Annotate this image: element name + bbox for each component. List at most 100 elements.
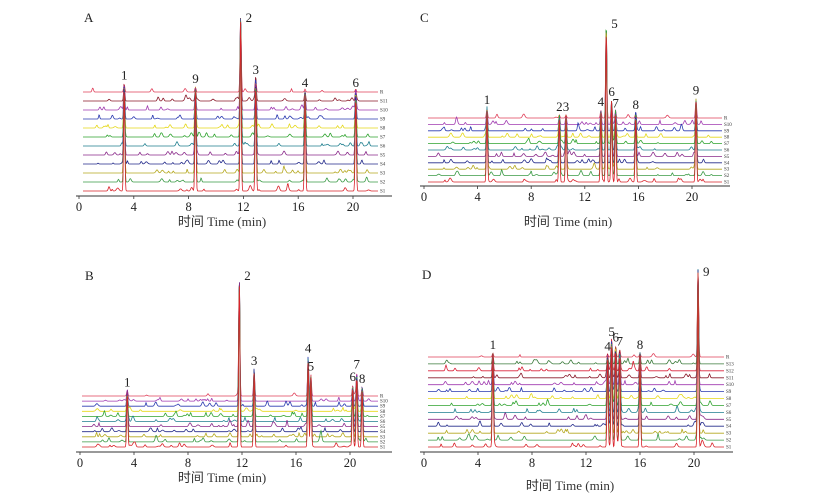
trace-s8: [428, 32, 722, 138]
trace-s3: [428, 272, 724, 435]
trace-s8: [428, 270, 724, 399]
trace-s11: [428, 270, 724, 379]
trace-s9: [82, 282, 378, 407]
x-tick-label: 20: [347, 200, 360, 214]
trace-label: R: [380, 395, 384, 400]
trace-label: S10: [726, 383, 734, 388]
trace-s7: [82, 283, 378, 417]
trace-label: S1: [724, 181, 730, 186]
peak-label: 2: [556, 99, 563, 114]
x-axis-label: 时间 Time (min): [178, 214, 266, 229]
trace-label: R: [724, 117, 728, 122]
x-tick-label: 0: [76, 200, 82, 214]
trace-label: S2: [724, 174, 730, 179]
x-tick-label: 8: [529, 456, 535, 470]
panel-title: B: [85, 268, 94, 283]
x-tick-label: 20: [686, 190, 699, 204]
trace-s1: [428, 36, 722, 183]
peak-label: 6: [612, 330, 619, 345]
trace-label: S5: [380, 425, 386, 430]
trace-s2: [428, 273, 724, 442]
peak-label: 3: [251, 353, 258, 368]
x-tick-label: 20: [688, 456, 701, 470]
trace-s12: [428, 270, 724, 372]
peak-label: 3: [563, 99, 570, 114]
x-tick-label: 16: [292, 200, 305, 214]
peak-label: 9: [693, 82, 700, 97]
trace-s10: [428, 271, 724, 386]
trace-s1: [82, 286, 378, 448]
x-tick-label: 20: [344, 456, 357, 470]
trace-s4: [83, 22, 378, 165]
trace-label: S11: [726, 376, 734, 381]
trace-label: S9: [726, 390, 732, 395]
trace-s3: [428, 32, 722, 170]
trace-label: S4: [724, 161, 730, 166]
peak-label: 6: [349, 369, 356, 384]
trace-label: S11: [380, 100, 388, 105]
peak-label: 7: [354, 357, 361, 372]
trace-s4: [82, 286, 378, 433]
trace-s13: [428, 270, 724, 365]
trace-s5: [82, 282, 378, 428]
trace-label: S10: [380, 400, 388, 405]
peak-label: 4: [302, 75, 309, 90]
x-tick-label: 12: [580, 456, 593, 470]
peak-label: 3: [252, 62, 259, 77]
peak-label: 1: [124, 374, 131, 389]
trace-label: S6: [380, 420, 386, 425]
trace-s8: [83, 21, 378, 129]
trace-label: S9: [380, 118, 386, 123]
trace-r: [428, 30, 722, 119]
peak-label: 6: [352, 75, 359, 90]
trace-label: S4: [380, 430, 386, 435]
peak-label: 2: [244, 268, 251, 283]
trace-label: S8: [380, 127, 386, 132]
x-tick-label: 4: [131, 200, 138, 214]
peak-label: 1: [484, 92, 491, 107]
trace-label: S7: [380, 136, 386, 141]
peak-label: 6: [608, 84, 615, 99]
trace-label: S1: [726, 446, 732, 451]
trace-label: S4: [380, 163, 386, 168]
trace-label: S2: [380, 181, 386, 186]
trace-s8: [82, 283, 378, 412]
trace-label: S5: [726, 418, 732, 423]
x-tick-label: 12: [237, 200, 250, 214]
trace-s1: [428, 272, 724, 448]
x-tick-label: 8: [528, 190, 534, 204]
trace-s2: [428, 36, 722, 177]
trace-s4: [428, 35, 722, 164]
trace-label: S2: [726, 439, 732, 444]
trace-label: S12: [726, 369, 734, 374]
trace-label: S1: [380, 190, 386, 195]
trace-s6: [83, 18, 378, 147]
panel-title: A: [84, 10, 94, 25]
trace-s9: [428, 270, 724, 393]
trace-s3: [82, 287, 378, 438]
x-tick-label: 4: [131, 456, 138, 470]
x-tick-label: 4: [475, 456, 482, 470]
trace-label: S6: [726, 411, 732, 416]
trace-label: S3: [380, 172, 386, 177]
trace-label: S10: [380, 109, 388, 114]
trace-s11: [83, 17, 378, 102]
peak-label: 1: [490, 337, 497, 352]
x-tick-label: 0: [421, 456, 427, 470]
panel-title: C: [420, 10, 429, 25]
trace-label: S10: [724, 123, 732, 128]
x-tick-label: 16: [634, 456, 647, 470]
trace-label: S3: [380, 435, 386, 440]
x-axis-label: 时间 Time (min): [524, 214, 612, 229]
trace-s6: [82, 284, 378, 422]
trace-label: R: [726, 356, 730, 361]
trace-r: [83, 18, 378, 93]
x-tick-label: 8: [185, 456, 191, 470]
x-axis-label: 时间 Time (min): [178, 470, 266, 485]
trace-s6: [428, 269, 724, 413]
peak-label: 8: [637, 337, 644, 352]
